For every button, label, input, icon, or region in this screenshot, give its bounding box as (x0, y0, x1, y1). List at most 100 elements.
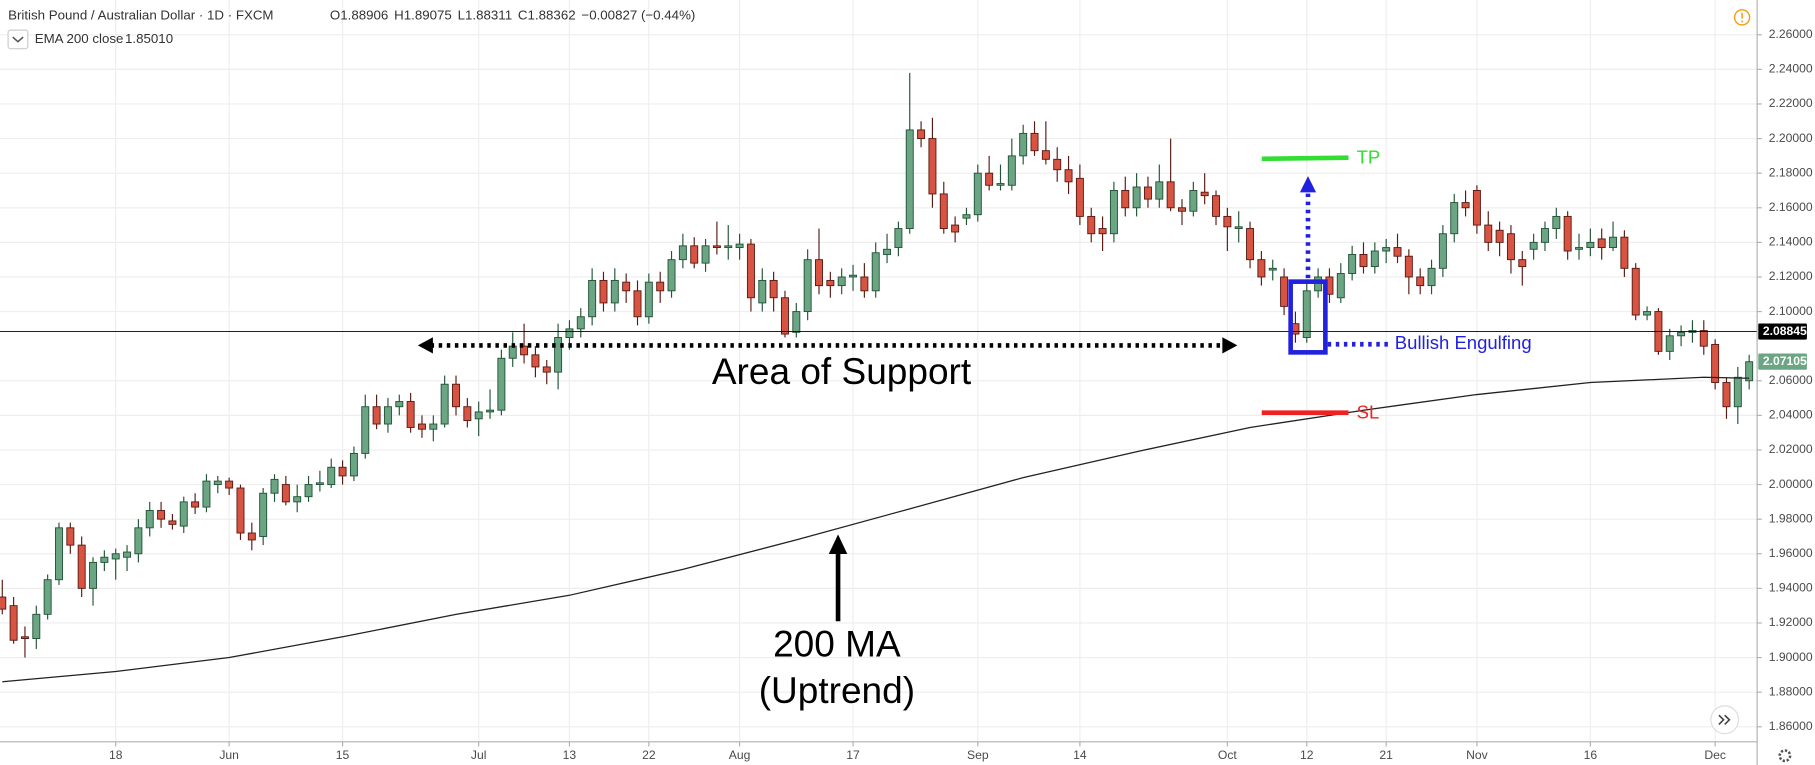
candle-body (1609, 236, 1618, 249)
candle-body (1075, 177, 1084, 217)
y-tick-label: 1.92000 (1769, 615, 1813, 629)
candle-body (746, 243, 755, 299)
plot (0, 72, 1758, 683)
warning-icon[interactable] (1733, 9, 1751, 26)
indicator-value: 1.85010 (125, 31, 173, 46)
candle-body (1586, 241, 1595, 249)
candle-body (1178, 207, 1186, 212)
price-label: 2.08845 (1763, 324, 1807, 338)
annotations: Area of Support 200 MA (Uptrend) TP SL B… (417, 147, 1532, 711)
pattern-box (1288, 279, 1328, 355)
candle-body (1268, 267, 1277, 271)
candle-body (372, 406, 381, 425)
candle-body (259, 492, 268, 537)
y-tick-label: 1.90000 (1769, 650, 1813, 664)
candle-body (1495, 229, 1504, 243)
candle-body (1450, 202, 1459, 235)
candle-body (644, 281, 653, 318)
candle-body (168, 520, 177, 525)
candle-body (1359, 254, 1368, 268)
candle-body (20, 636, 29, 640)
candle-body (452, 383, 460, 408)
arrow-head (828, 534, 848, 555)
candle-body (55, 527, 63, 581)
y-tick-label: 1.94000 (1769, 581, 1813, 595)
candle-body (1246, 228, 1255, 261)
candle-body (1234, 226, 1243, 229)
header: British Pound / Australian Dollar · 1D ·… (7, 8, 1792, 763)
candle-body (792, 311, 801, 333)
warning-dot (1741, 20, 1744, 23)
candle-body (1722, 382, 1731, 408)
candle-body (1438, 233, 1447, 269)
candle-body (1563, 215, 1572, 252)
candle-body (917, 129, 926, 140)
candle-body (985, 172, 994, 186)
x-tick-label: 14 (1073, 748, 1087, 762)
candle-body (361, 406, 370, 454)
y-tick-label: 1.98000 (1769, 511, 1813, 525)
candle-body (395, 401, 404, 408)
candle-body (1597, 238, 1606, 249)
arrow-head (1299, 176, 1317, 193)
candle-body (474, 411, 483, 420)
candle-body (599, 279, 608, 304)
candle-body (724, 245, 733, 249)
candle-body (338, 466, 347, 477)
candle-body (270, 478, 279, 494)
tp-line (1261, 155, 1349, 162)
candle-body (349, 452, 358, 477)
candle-body (225, 480, 234, 489)
price-label: 2.07105 (1763, 354, 1807, 368)
candle-body (678, 245, 687, 261)
candle-body (66, 527, 75, 546)
candle-body (712, 245, 721, 249)
candle-body (463, 406, 472, 422)
candle-body (905, 129, 914, 229)
candle-body (939, 193, 948, 229)
candle-body (1200, 191, 1209, 197)
candle-body (701, 245, 710, 264)
chevron-icon (12, 36, 24, 43)
candle-body (758, 279, 767, 304)
candle-body (667, 259, 676, 292)
candle-body (996, 183, 1005, 186)
scroll-button[interactable] (1710, 705, 1740, 735)
candle-body (1053, 158, 1062, 171)
y-tick-label: 2.26000 (1769, 27, 1813, 41)
y-tick-label: 2.18000 (1769, 165, 1813, 179)
candle-body (520, 345, 529, 356)
candle-body (89, 561, 97, 589)
candle-body (588, 279, 597, 318)
y-tick-label: 2.06000 (1769, 373, 1813, 387)
tp-label: TP (1357, 147, 1381, 168)
collapse-button[interactable] (7, 29, 29, 50)
x-tick-label: 15 (336, 748, 350, 762)
candle-body (1007, 155, 1016, 186)
candle-body (179, 501, 188, 527)
candle-body (1416, 276, 1425, 287)
settings-icon[interactable] (1778, 749, 1792, 763)
ohlc-value: C1.88362 (518, 8, 576, 23)
candle-body (690, 245, 699, 264)
candle-body (1427, 267, 1436, 287)
sl-label: SL (1357, 402, 1380, 423)
x-tick-label: Nov (1466, 748, 1489, 762)
ohlc-value: L1.88311 (458, 8, 513, 23)
candle-body (531, 354, 540, 368)
candle-body (1121, 190, 1130, 209)
y-tick-label: 2.02000 (1769, 442, 1813, 456)
candle-body (1518, 259, 1527, 268)
candle-body (32, 613, 41, 640)
candle-body (417, 423, 426, 430)
candle-body (406, 401, 415, 428)
candle-body (247, 532, 256, 541)
candle-body (1711, 343, 1720, 383)
x-tick-label: 18 (109, 748, 123, 762)
candle-body (1552, 215, 1561, 229)
candle-body (213, 480, 222, 486)
candle-body (1643, 311, 1652, 316)
candle-body (1677, 331, 1686, 337)
